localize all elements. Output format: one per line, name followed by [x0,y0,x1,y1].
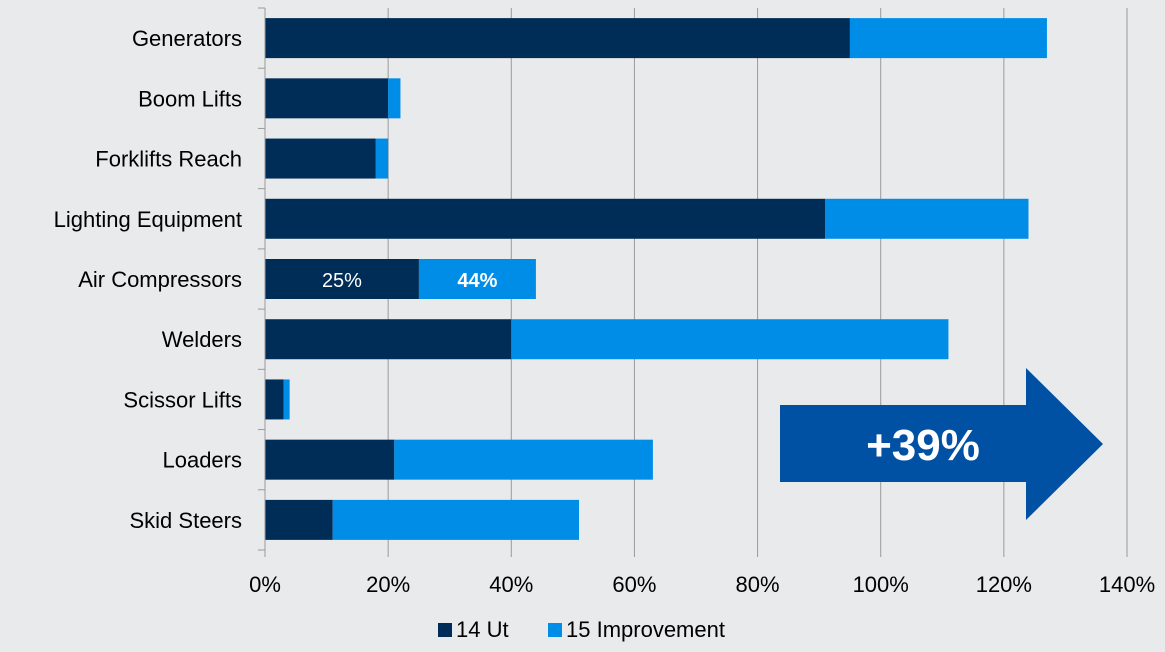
data-label: 44% [457,270,497,292]
data-label: 25% [322,270,362,292]
bar-segment [265,78,389,119]
category-label: Scissor Lifts [123,387,242,412]
x-tick-label: 140% [1099,572,1155,597]
bar-segment [388,78,401,119]
x-tick-labels: 0% 20% 40% 60% 80% 100% 120% 140% [249,572,1155,597]
bar-segment [511,319,949,360]
x-tick-label: 100% [853,572,909,597]
bar-segment [265,439,395,480]
legend-label: 14 Ut [456,617,509,642]
category-label: Loaders [162,448,242,473]
callout-arrow: +39% [780,368,1103,520]
legend-label: 15 Improvement [566,617,725,642]
x-tick-label: 0% [249,572,281,597]
bar-segment [265,379,284,420]
x-tick-label: 40% [489,572,533,597]
x-tick-label: 120% [976,572,1032,597]
bar-segment [265,198,826,239]
legend-swatch [548,623,562,637]
bar-segment [394,439,653,480]
legend-swatch [438,623,452,637]
bar-segment [265,319,512,360]
category-label: Forklifts Reach [95,147,242,172]
bar-segment [849,18,1047,59]
arrow-shape [780,368,1103,520]
axes [258,7,1128,557]
category-label: Air Compressors [78,267,242,292]
data-labels: 25% 44% [322,270,498,292]
category-label: Skid Steers [130,508,243,533]
bar-segment [418,259,536,299]
gridlines [387,8,1128,550]
x-tick-label: 80% [736,572,780,597]
category-label: Generators [132,26,242,51]
category-label: Boom Lifts [138,86,242,111]
legend: 14 Ut 15 Improvement [438,617,725,642]
bar-segment [825,198,1029,239]
bar-segment [283,379,290,420]
bar-segment [265,18,850,59]
x-tick-label: 60% [612,572,656,597]
bar-segment [265,499,333,540]
callout-label: +39% [866,421,980,470]
bars [265,18,1047,540]
bar-segment [332,499,580,540]
category-label: Welders [162,327,242,352]
x-tick-label: 20% [366,572,410,597]
category-labels: Generators Boom Lifts Forklifts Reach Light… [54,26,242,533]
bar-segment [265,138,376,179]
bar-segment [265,259,419,299]
category-label: Lighting Equipment [54,207,242,232]
bar-segment [375,138,389,179]
